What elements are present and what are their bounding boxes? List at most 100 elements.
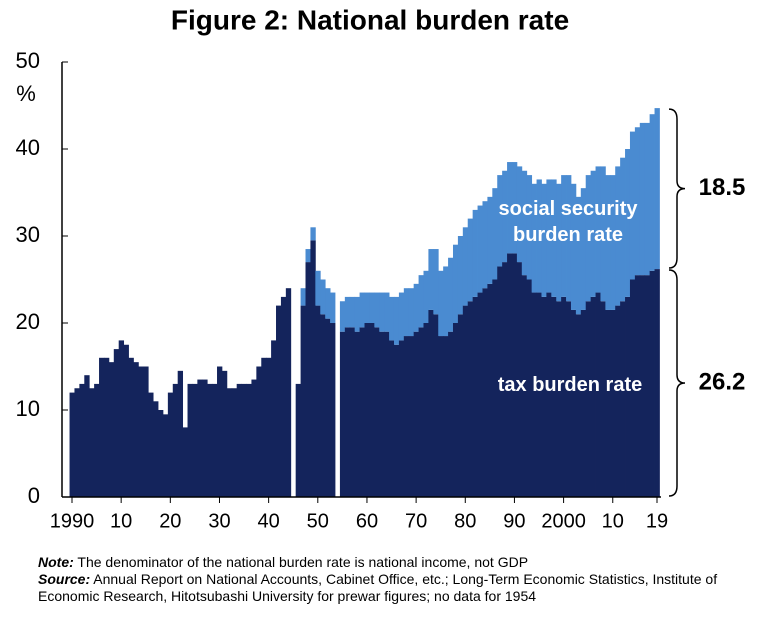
bar-segment [330,323,336,497]
bar-segment [507,162,513,254]
bar-segment [443,336,449,497]
bar-segment [384,292,390,332]
bar-segment [300,288,306,306]
bar-segment [128,357,134,497]
bar-segment [79,383,85,497]
bar-segment [153,401,159,497]
bar-segment [330,292,336,323]
bar-segment [590,170,596,297]
bar-segment [551,179,557,297]
bar-segment [428,249,434,310]
bar-segment [103,357,110,497]
bar-segment [590,296,596,497]
brace [668,269,686,497]
bar-segment [344,296,351,328]
bar-segment [467,218,474,302]
bar-segment [536,292,542,497]
bar-segment [310,227,316,241]
bar-segment [217,366,223,497]
bar-segment [285,288,292,497]
chart-title: Figure 2: National burden rate [171,4,569,35]
bar-segment [615,305,621,497]
bar-segment [482,288,488,497]
bar-segment [428,309,434,497]
bar-segment [256,366,262,497]
bar-segment [472,209,478,297]
bar-segment [359,292,365,328]
bar-segment [398,292,405,341]
bar-segment [143,366,149,497]
bar-segment [315,305,321,497]
bar-segment [123,344,129,497]
bar-segment [118,340,125,497]
bar-segment [462,305,469,497]
bar-segment [595,166,601,293]
bar-segment [511,253,518,497]
bar-segment [492,279,498,497]
bar-segment [507,253,513,497]
bar-segment [74,388,80,497]
x-tick-label: 70 [405,510,427,532]
bar-segment [477,205,483,293]
bar-segment [457,236,464,315]
bar-segment [566,301,572,497]
bar-segment [600,301,606,497]
bar-segment [133,362,139,497]
bar-segment [615,166,621,306]
bar-segment [443,266,449,337]
bar-segment [585,175,592,302]
bar-segment [433,314,439,497]
bar-segment [295,383,301,497]
y-unit: % [16,81,36,106]
bar-segment [192,383,198,497]
y-tick-label: 20 [16,309,40,334]
bar-segment [531,292,537,497]
bar-segment [625,296,631,497]
bar-segment [94,383,100,497]
bar-segment [310,240,316,497]
bar-segment [108,362,115,497]
bar-segment [389,340,395,497]
note: Note: The denominator of the national bu… [38,554,738,571]
bar-segment [325,318,331,497]
data-label: 26.2 [699,368,746,395]
bar-segment [374,327,380,497]
bar-segment [236,383,243,497]
x-tick-label: 20 [159,510,181,532]
bar-segment [502,262,508,497]
bar-segment [349,296,356,328]
y-tick-label: 10 [16,396,40,421]
bar-segment [531,183,537,293]
bar-segment [413,283,419,332]
bar-segment [162,414,169,497]
series-label: tax burden rate [497,374,643,396]
bar-segment [580,188,587,310]
x-tick-label: 40 [258,510,280,532]
bar-segment [418,327,424,497]
bar-segment [167,392,174,497]
bar-segment [393,344,400,497]
bar-segment [226,388,233,497]
bar-segment [575,314,582,497]
bar-segment [526,279,533,497]
bar-segment [620,157,626,302]
bar-segment [379,292,385,332]
notes: Note: The denominator of the national bu… [38,554,738,605]
y-tick-label: 50 [16,48,40,73]
bar-segment [349,327,356,497]
bar-segment [251,379,257,497]
bar-segment [438,336,444,497]
bar-segment [418,275,424,328]
x-tick-label: 19 [646,510,668,532]
bar-segment [625,149,631,297]
bar-segment [497,266,503,497]
bar-segment [403,336,410,497]
bar-segment [379,331,385,497]
bar-segment [271,340,277,497]
bar-segment [452,323,459,497]
bar-segment [620,301,626,497]
bar-segment [187,383,193,497]
bar-segment [433,249,439,315]
